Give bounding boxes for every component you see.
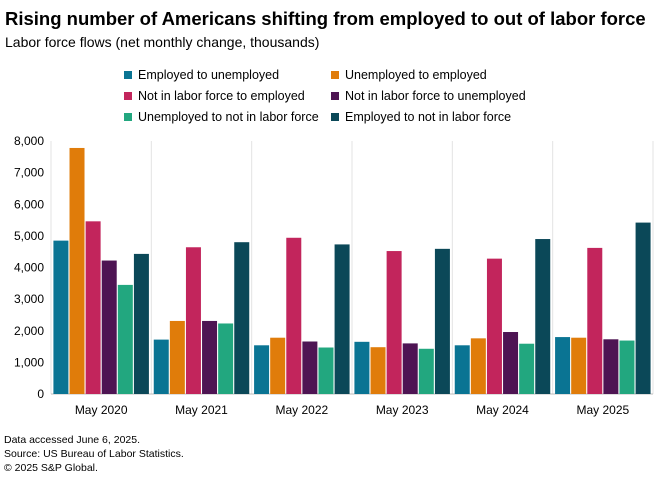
legend-label: Employed to unemployed [138, 68, 280, 82]
bar [302, 341, 318, 394]
bar [454, 345, 470, 394]
footer-notes: Data accessed June 6, 2025. Source: US B… [4, 433, 184, 475]
footer-copyright: © 2025 S&P Global. [4, 462, 98, 474]
bar [169, 320, 185, 394]
chart-title: Rising number of Americans shifting from… [5, 8, 646, 29]
x-tick-label: May 2022 [275, 403, 328, 417]
bar [101, 260, 117, 394]
x-tick-label: May 2025 [576, 403, 629, 417]
legend-swatch [124, 113, 132, 121]
x-tick-label: May 2020 [75, 403, 128, 417]
y-tick-label: 8,000 [14, 134, 44, 148]
legend-item-employed-to-unemployed: Employed to unemployed [124, 66, 279, 84]
bar [370, 347, 386, 394]
legend-label: Employed to not in labor force [345, 110, 512, 124]
bar [519, 343, 535, 394]
y-tick-label: 7,000 [14, 166, 44, 180]
bar [619, 340, 635, 394]
bar [418, 348, 434, 394]
legend-swatch [124, 92, 132, 100]
bar [117, 284, 133, 394]
x-tick-label: May 2024 [476, 403, 529, 417]
legend-item-unemployed-to-nilf: Unemployed to not in labor force [124, 108, 319, 126]
bar [571, 337, 587, 394]
bar [85, 221, 101, 394]
bar [635, 222, 651, 394]
bar [153, 339, 169, 394]
bar [69, 147, 85, 394]
y-tick-label: 6,000 [14, 197, 44, 211]
legend-item-nilf-to-unemployed: Not in labor force to unemployed [331, 87, 526, 105]
x-tick-label: May 2023 [376, 403, 429, 417]
bar [603, 339, 619, 394]
bar [318, 347, 334, 394]
y-tick-label: 4,000 [14, 261, 44, 275]
bar [270, 337, 286, 394]
legend-swatch [331, 71, 339, 79]
legend-label: Unemployed to employed [345, 68, 487, 82]
y-tick-label: 3,000 [14, 292, 44, 306]
legend-item-nilf-to-employed: Not in labor force to employed [124, 87, 305, 105]
bar [535, 239, 551, 394]
bar [202, 320, 218, 394]
bar [133, 253, 149, 394]
legend-label: Not in labor force to unemployed [345, 89, 526, 103]
bar [218, 323, 234, 394]
bar [354, 341, 370, 394]
legend-label: Unemployed to not in labor force [138, 110, 319, 124]
legend-label: Not in labor force to employed [138, 89, 305, 103]
bar [503, 332, 519, 394]
legend-item-unemployed-to-employed: Unemployed to employed [331, 66, 487, 84]
y-tick-label: 0 [37, 387, 44, 401]
footer-source: Source: US Bureau of Labor Statistics. [4, 448, 184, 460]
bar [386, 251, 402, 394]
bar [587, 247, 603, 394]
bar [470, 338, 486, 394]
bar [555, 337, 571, 394]
y-tick-label: 1,000 [14, 355, 44, 369]
bar [486, 258, 502, 394]
bar [286, 237, 302, 394]
bar [334, 244, 350, 394]
legend-swatch [124, 71, 132, 79]
legend-swatch [331, 113, 339, 121]
legend-item-employed-to-nilf: Employed to not in labor force [331, 108, 511, 126]
bar [53, 240, 69, 394]
bar [234, 242, 250, 394]
bar [254, 345, 270, 394]
y-tick-label: 2,000 [14, 324, 44, 338]
footer-access-note: Data accessed June 6, 2025. [4, 434, 141, 446]
legend-swatch [331, 92, 339, 100]
y-tick-label: 5,000 [14, 229, 44, 243]
bar [434, 248, 450, 394]
chart-subtitle: Labor force flows (net monthly change, t… [5, 34, 320, 50]
x-tick-label: May 2021 [175, 403, 228, 417]
bar [185, 247, 201, 394]
bar [402, 343, 418, 394]
